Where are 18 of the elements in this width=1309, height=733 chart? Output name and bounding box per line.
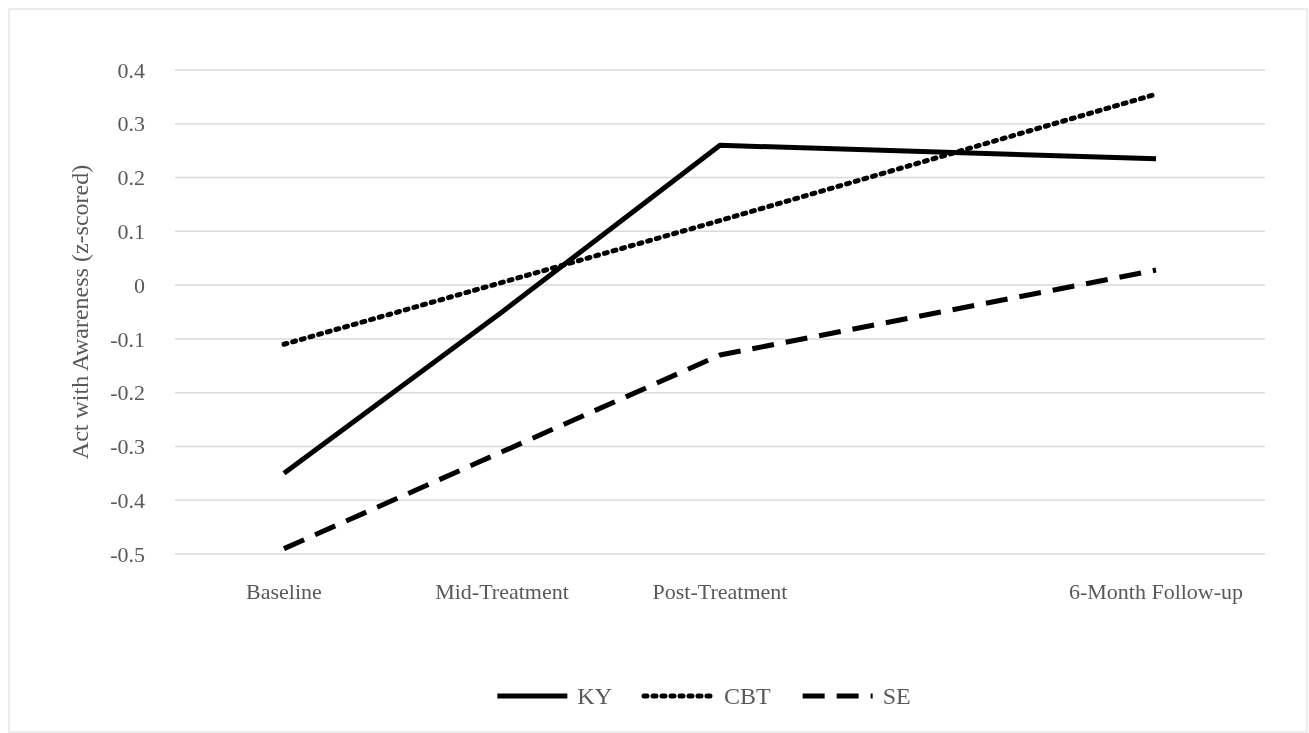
legend-label: CBT [723, 683, 772, 710]
y-tick-label: 0.2 [117, 165, 145, 191]
x-tick-label: Mid-Treatment [435, 579, 569, 604]
y-tick-label: -0.2 [110, 380, 145, 406]
legend-label: KY [577, 683, 612, 710]
y-tick-label: -0.1 [110, 326, 145, 352]
y-tick-label: 0 [134, 272, 145, 298]
x-tick-label: 6-Month Follow-up [1068, 579, 1244, 604]
y-tick-label: 0.3 [117, 111, 145, 137]
y-tick-label: -0.4 [110, 487, 145, 513]
y-tick-label: -0.3 [110, 434, 145, 460]
x-tick-label: Baseline [246, 579, 322, 604]
y-tick-label: 0.4 [117, 57, 145, 83]
y-axis-title: Act with Awareness (z-scored) [67, 164, 93, 460]
y-tick-label: -0.5 [110, 541, 145, 567]
x-tick-label: Post-Treatment [652, 579, 788, 604]
y-tick-label: 0.1 [117, 219, 145, 245]
legend-label: SE [882, 683, 911, 710]
